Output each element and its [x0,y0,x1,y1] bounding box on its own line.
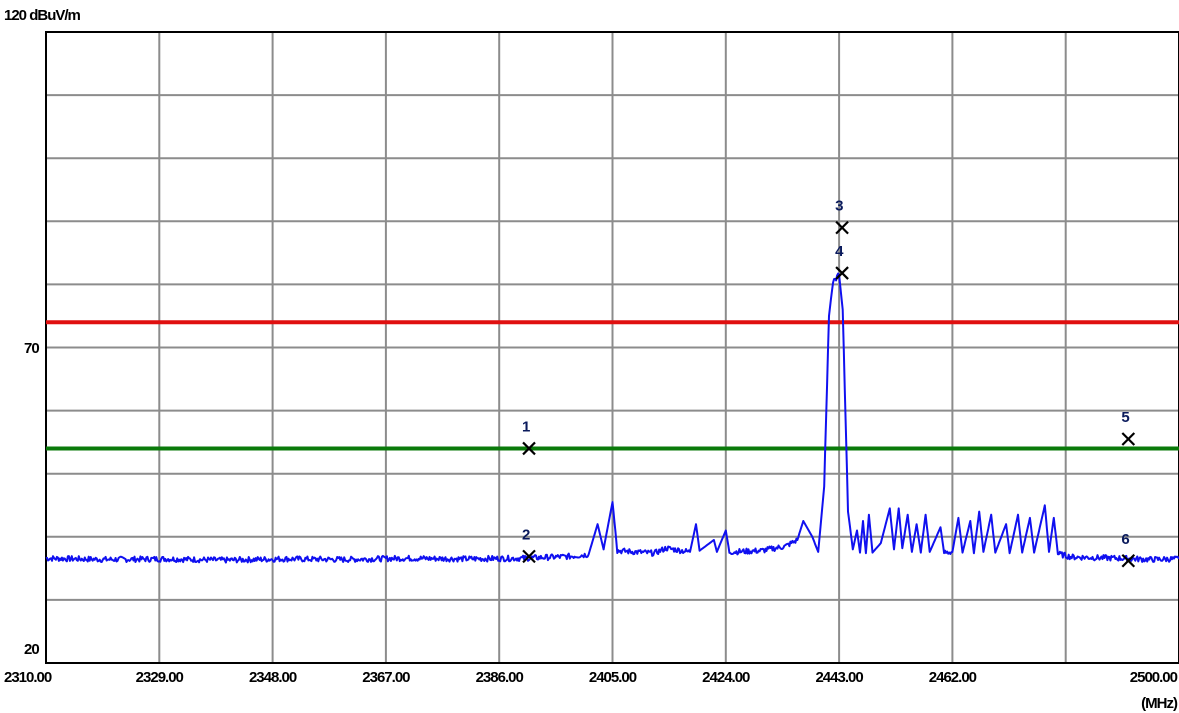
limit-lines [46,320,1179,451]
marker-cross-icon [835,266,849,280]
marker-label: 6 [1121,531,1129,548]
spectrum-trace [45,272,1179,564]
marker-cross-icon [1121,554,1136,568]
marker-2: 2 [522,526,536,564]
x-tick-label: 2405.00 [589,669,637,686]
marker-cross-icon [522,441,536,456]
x-tick-label: 2367.00 [362,669,410,686]
x-axis-unit-label: (MHz) [1141,695,1178,712]
marker-label: 4 [835,243,844,260]
plot-frame [45,31,1179,664]
marker-6: 6 [1121,531,1136,568]
marker-1: 1 [522,418,536,456]
markers: 1 2 3 4 5 6 [522,198,1136,568]
x-tick-label: 2310.00 [4,669,52,686]
x-tick-label: 2348.00 [249,669,297,686]
marker-label: 1 [522,418,530,435]
marker-cross-icon [835,220,849,235]
x-tick-label: 2329.00 [136,669,184,686]
x-tick-label: 2443.00 [815,669,863,686]
marker-label: 5 [1121,409,1129,426]
marker-3: 3 [835,198,849,235]
x-axis-ticks: 2310.00 2329.00 2348.00 2367.00 2386.00 2405.… [4,669,1179,686]
marker-cross-icon [522,549,536,564]
grid [46,32,1179,663]
x-tick-label: 2386.00 [476,669,524,686]
x-tick-label: 2462.00 [929,669,977,686]
marker-label: 3 [835,198,843,215]
marker-5: 5 [1121,409,1136,446]
x-tick-label: 2500.00 [1130,669,1178,686]
y-axis-mid-label: 70 [24,340,39,357]
marker-4: 4 [835,243,849,280]
marker-label: 2 [522,526,530,543]
marker-cross-icon [1121,432,1136,446]
y-axis-top-label: 120 dBuV/m [4,7,81,24]
y-axis-bottom-label: 20 [24,641,39,658]
x-tick-label: 2424.00 [702,669,750,686]
